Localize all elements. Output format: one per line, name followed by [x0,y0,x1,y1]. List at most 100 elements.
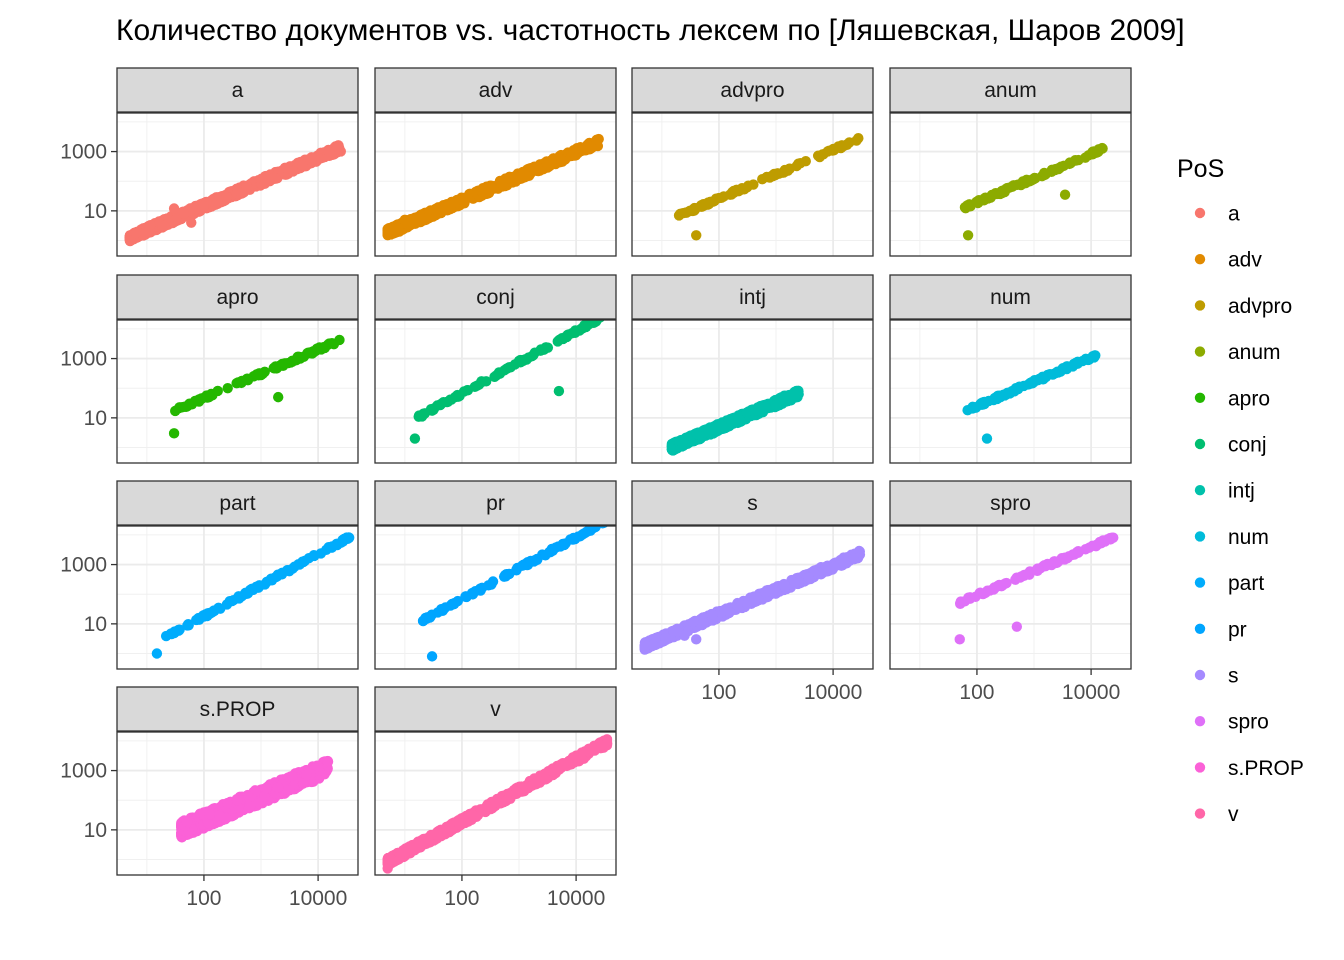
data-point [713,192,724,204]
data-point [321,544,332,556]
x-tick-label: 10000 [804,681,862,704]
data-point [222,383,233,394]
data-point [1030,173,1041,184]
legend-item-adv: adv [1194,249,1262,272]
data-point [563,329,575,340]
data-point [242,375,254,386]
data-point [287,356,298,367]
panel-background [375,526,616,669]
legend-key [1194,254,1206,265]
data-point [779,164,791,176]
data-point [972,197,984,209]
data-point [168,203,180,214]
points-advpro [673,133,864,241]
data-point [235,188,247,199]
data-point [770,399,782,411]
facet-strip-label: v [490,698,501,721]
points-part [151,532,355,659]
data-point [992,580,1004,592]
data-point [198,200,209,212]
data-point [151,648,163,659]
data-point [1080,152,1091,163]
x-tick-label: 100 [701,681,736,704]
legend-label: s [1228,665,1239,688]
data-point [297,160,308,171]
data-point [183,399,195,411]
facet-strip-label: part [219,492,255,515]
data-point [438,603,450,615]
legend-item-part: part [1194,572,1264,595]
panel-border [116,525,359,670]
data-point [272,782,284,793]
data-point [212,385,223,397]
data-point [499,365,510,376]
facet-panel-pr: pr [374,480,617,670]
data-point [588,320,599,328]
data-point [306,153,318,164]
data-point [226,595,238,607]
data-point [422,212,433,223]
data-point [749,596,760,608]
data-point [702,197,714,208]
data-point [954,634,965,645]
panel-border [374,319,617,464]
data-point [459,817,471,828]
legend: PoSaadvadvproanumaproconjintjnumpartprss… [1177,155,1304,826]
data-point [394,226,405,237]
panel-border [889,112,1132,257]
legend-item-spro: spro [1194,711,1269,734]
data-point [741,407,752,418]
legend-label: adv [1228,249,1262,272]
panel-border [631,319,874,464]
points-conj [409,320,605,444]
panel-border [889,319,1132,464]
legend-item-pr: pr [1194,618,1247,641]
data-point [178,208,190,219]
data-point [209,605,220,617]
legend-label: intj [1228,480,1255,503]
data-point [981,433,993,444]
data-point [962,230,974,241]
data-point [504,568,515,580]
data-point [254,368,265,379]
data-point [494,798,505,809]
facet-panel-num: num [889,274,1132,464]
facet-strip-label: a [232,79,244,102]
data-point [517,355,528,367]
legend-key [1194,346,1206,357]
data-point [214,809,225,821]
data-point [1094,537,1106,549]
data-point [1038,374,1049,385]
data-point [302,347,313,359]
data-point [748,179,759,190]
legend-label: anum [1228,341,1281,364]
data-point [399,214,411,225]
data-point [793,158,804,169]
data-point [301,769,312,781]
data-point [270,173,281,184]
data-point [311,760,323,771]
points-apro [168,334,345,439]
data-point [848,553,859,564]
legend-label: part [1228,572,1264,595]
data-point [460,591,471,602]
data-point [486,579,497,590]
data-point [481,801,493,812]
data-point [691,230,702,241]
data-point [204,809,215,820]
data-point [231,378,242,389]
data-point [480,376,492,387]
data-point [1071,546,1083,558]
data-point [1089,350,1100,361]
data-point [1096,142,1108,154]
facet-panel-conj: conj [374,274,617,464]
y-tick-label: 10 [84,819,107,842]
data-point [243,791,254,802]
data-point [1007,180,1019,192]
facet-strip-label: anum [984,79,1037,102]
data-point [707,609,719,620]
data-point [691,634,702,645]
